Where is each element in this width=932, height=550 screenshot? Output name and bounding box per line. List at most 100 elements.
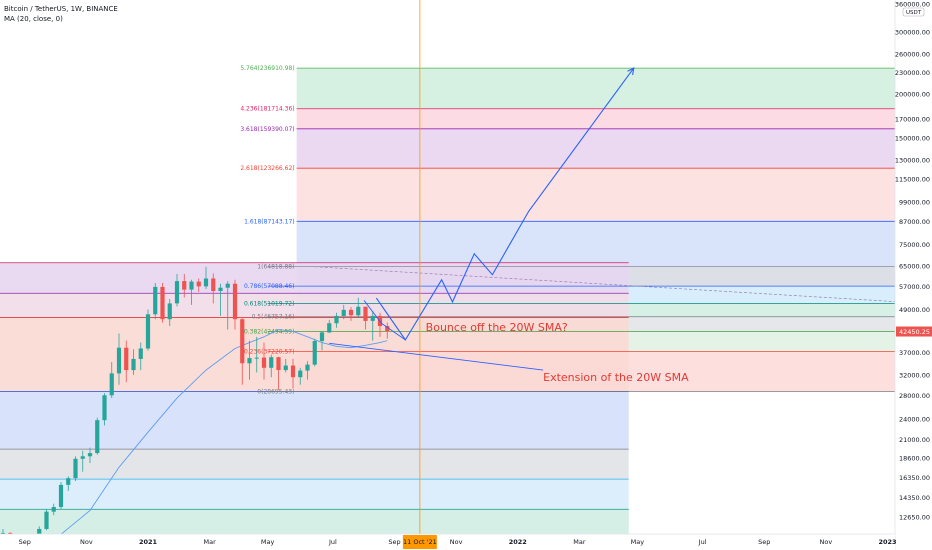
price-tick-label: 115000.00 (895, 175, 930, 183)
candle (254, 336, 259, 373)
candle-body (87, 453, 93, 457)
annotation-bounce: Bounce off the 20W SMA? (426, 321, 568, 334)
candle-body (131, 358, 136, 371)
fib-extension-zone (296, 168, 895, 222)
price-tick-label: 200000.00 (895, 91, 930, 99)
time-tick-label: Jul (328, 538, 337, 546)
candle-body (290, 365, 296, 378)
fib-retracement-label: 0.236(37220.57) (244, 349, 295, 356)
candle-body (138, 348, 143, 359)
ma-indicator-label[interactable]: MA (20, close, 0) (4, 15, 63, 23)
candle (196, 278, 201, 292)
candle-body (348, 309, 354, 316)
candle (305, 361, 310, 380)
fib-box-zone (0, 509, 629, 534)
price-tick-label: 24000.00 (899, 415, 930, 423)
price-tick-label: 170000.00 (895, 115, 930, 123)
candle (160, 282, 165, 323)
fib-extension-label: 5.764(236910.98) (240, 65, 294, 72)
candle-body (80, 456, 85, 459)
candle (182, 273, 187, 298)
candle-body (247, 358, 252, 364)
candle (261, 342, 267, 380)
candle-body (182, 281, 187, 290)
time-tick-label: Mar (573, 538, 586, 546)
candle (247, 340, 252, 380)
candle-body (203, 278, 209, 287)
price-tick-label: 28000.00 (899, 392, 930, 400)
fib-extension-zone (296, 221, 895, 267)
candle (66, 476, 71, 491)
time-tick-label: May (261, 538, 275, 546)
candle-body (109, 373, 114, 396)
candle (240, 317, 245, 385)
candle (73, 456, 78, 482)
candle (138, 342, 143, 371)
price-tick-label: 230000.00 (895, 69, 930, 77)
candle (167, 298, 172, 327)
candle (102, 393, 107, 426)
fib-extension-label: 2.618(123266.62) (240, 165, 294, 172)
candle-body (305, 364, 310, 371)
last-price-badge (896, 326, 932, 337)
candle-body (225, 283, 230, 288)
fib-retracement-label: 0.786(57088.46) (244, 283, 295, 290)
time-tick-label: 2022 (509, 538, 527, 546)
price-tick-label: 99000.00 (899, 198, 930, 206)
time-tick-label: Sep (388, 538, 400, 546)
price-tick-label: 75000.00 (899, 241, 930, 249)
current-date-label: 11 Oct '21 (403, 538, 437, 546)
candle (385, 322, 390, 339)
price-tick-label: 14350.00 (899, 494, 930, 502)
candle-body (51, 507, 56, 512)
time-tick-label: Mar (203, 538, 216, 546)
candle (232, 279, 238, 330)
time-tick-label: 2023 (878, 538, 896, 546)
candle-body (58, 484, 64, 508)
price-tick-label: 65000.00 (899, 263, 930, 271)
candle-body (298, 370, 303, 378)
candle (341, 304, 346, 320)
currency-label: USDT (906, 10, 922, 16)
price-tick-label: 300000.00 (895, 28, 930, 36)
price-tick-label: 260000.00 (895, 50, 930, 58)
candle (312, 338, 317, 367)
projection-path (375, 67, 635, 341)
fib-extension-label: 4.236(181714.36) (240, 106, 294, 113)
fib-box-zone (0, 262, 629, 294)
current-date-badge: 11 Oct '21 (402, 535, 437, 549)
fib-retracement-label: 0.618(51019.72) (244, 300, 295, 307)
time-tick-label: Nov (80, 538, 93, 546)
fib-box-zone (0, 449, 629, 480)
candle-body (240, 319, 245, 364)
candle (269, 354, 274, 378)
ma-extension-line (329, 342, 544, 371)
candle (58, 481, 64, 510)
candle (370, 311, 375, 341)
candle-body (116, 347, 122, 374)
trendline (314, 266, 896, 302)
time-tick-label: 2021 (139, 538, 158, 546)
candle (116, 333, 122, 385)
candle-body (167, 303, 172, 320)
price-tick-label: 12650.00 (899, 514, 930, 522)
fib-extension-zone (296, 128, 895, 169)
candle (356, 297, 361, 318)
candle (189, 279, 194, 305)
fib-retracement-label: 1(64818.88) (257, 264, 294, 271)
fib-box-zone (0, 479, 629, 510)
candle (44, 509, 49, 531)
candle-body (124, 347, 129, 371)
candle (109, 361, 114, 399)
candle (225, 281, 230, 330)
candle (334, 312, 339, 328)
candle (153, 282, 158, 320)
candle-body (269, 357, 274, 368)
candle-body (276, 357, 281, 371)
candle (283, 358, 288, 373)
candle (319, 331, 325, 351)
candle-body (319, 332, 325, 342)
candle-body (145, 314, 151, 349)
candle (95, 417, 100, 455)
